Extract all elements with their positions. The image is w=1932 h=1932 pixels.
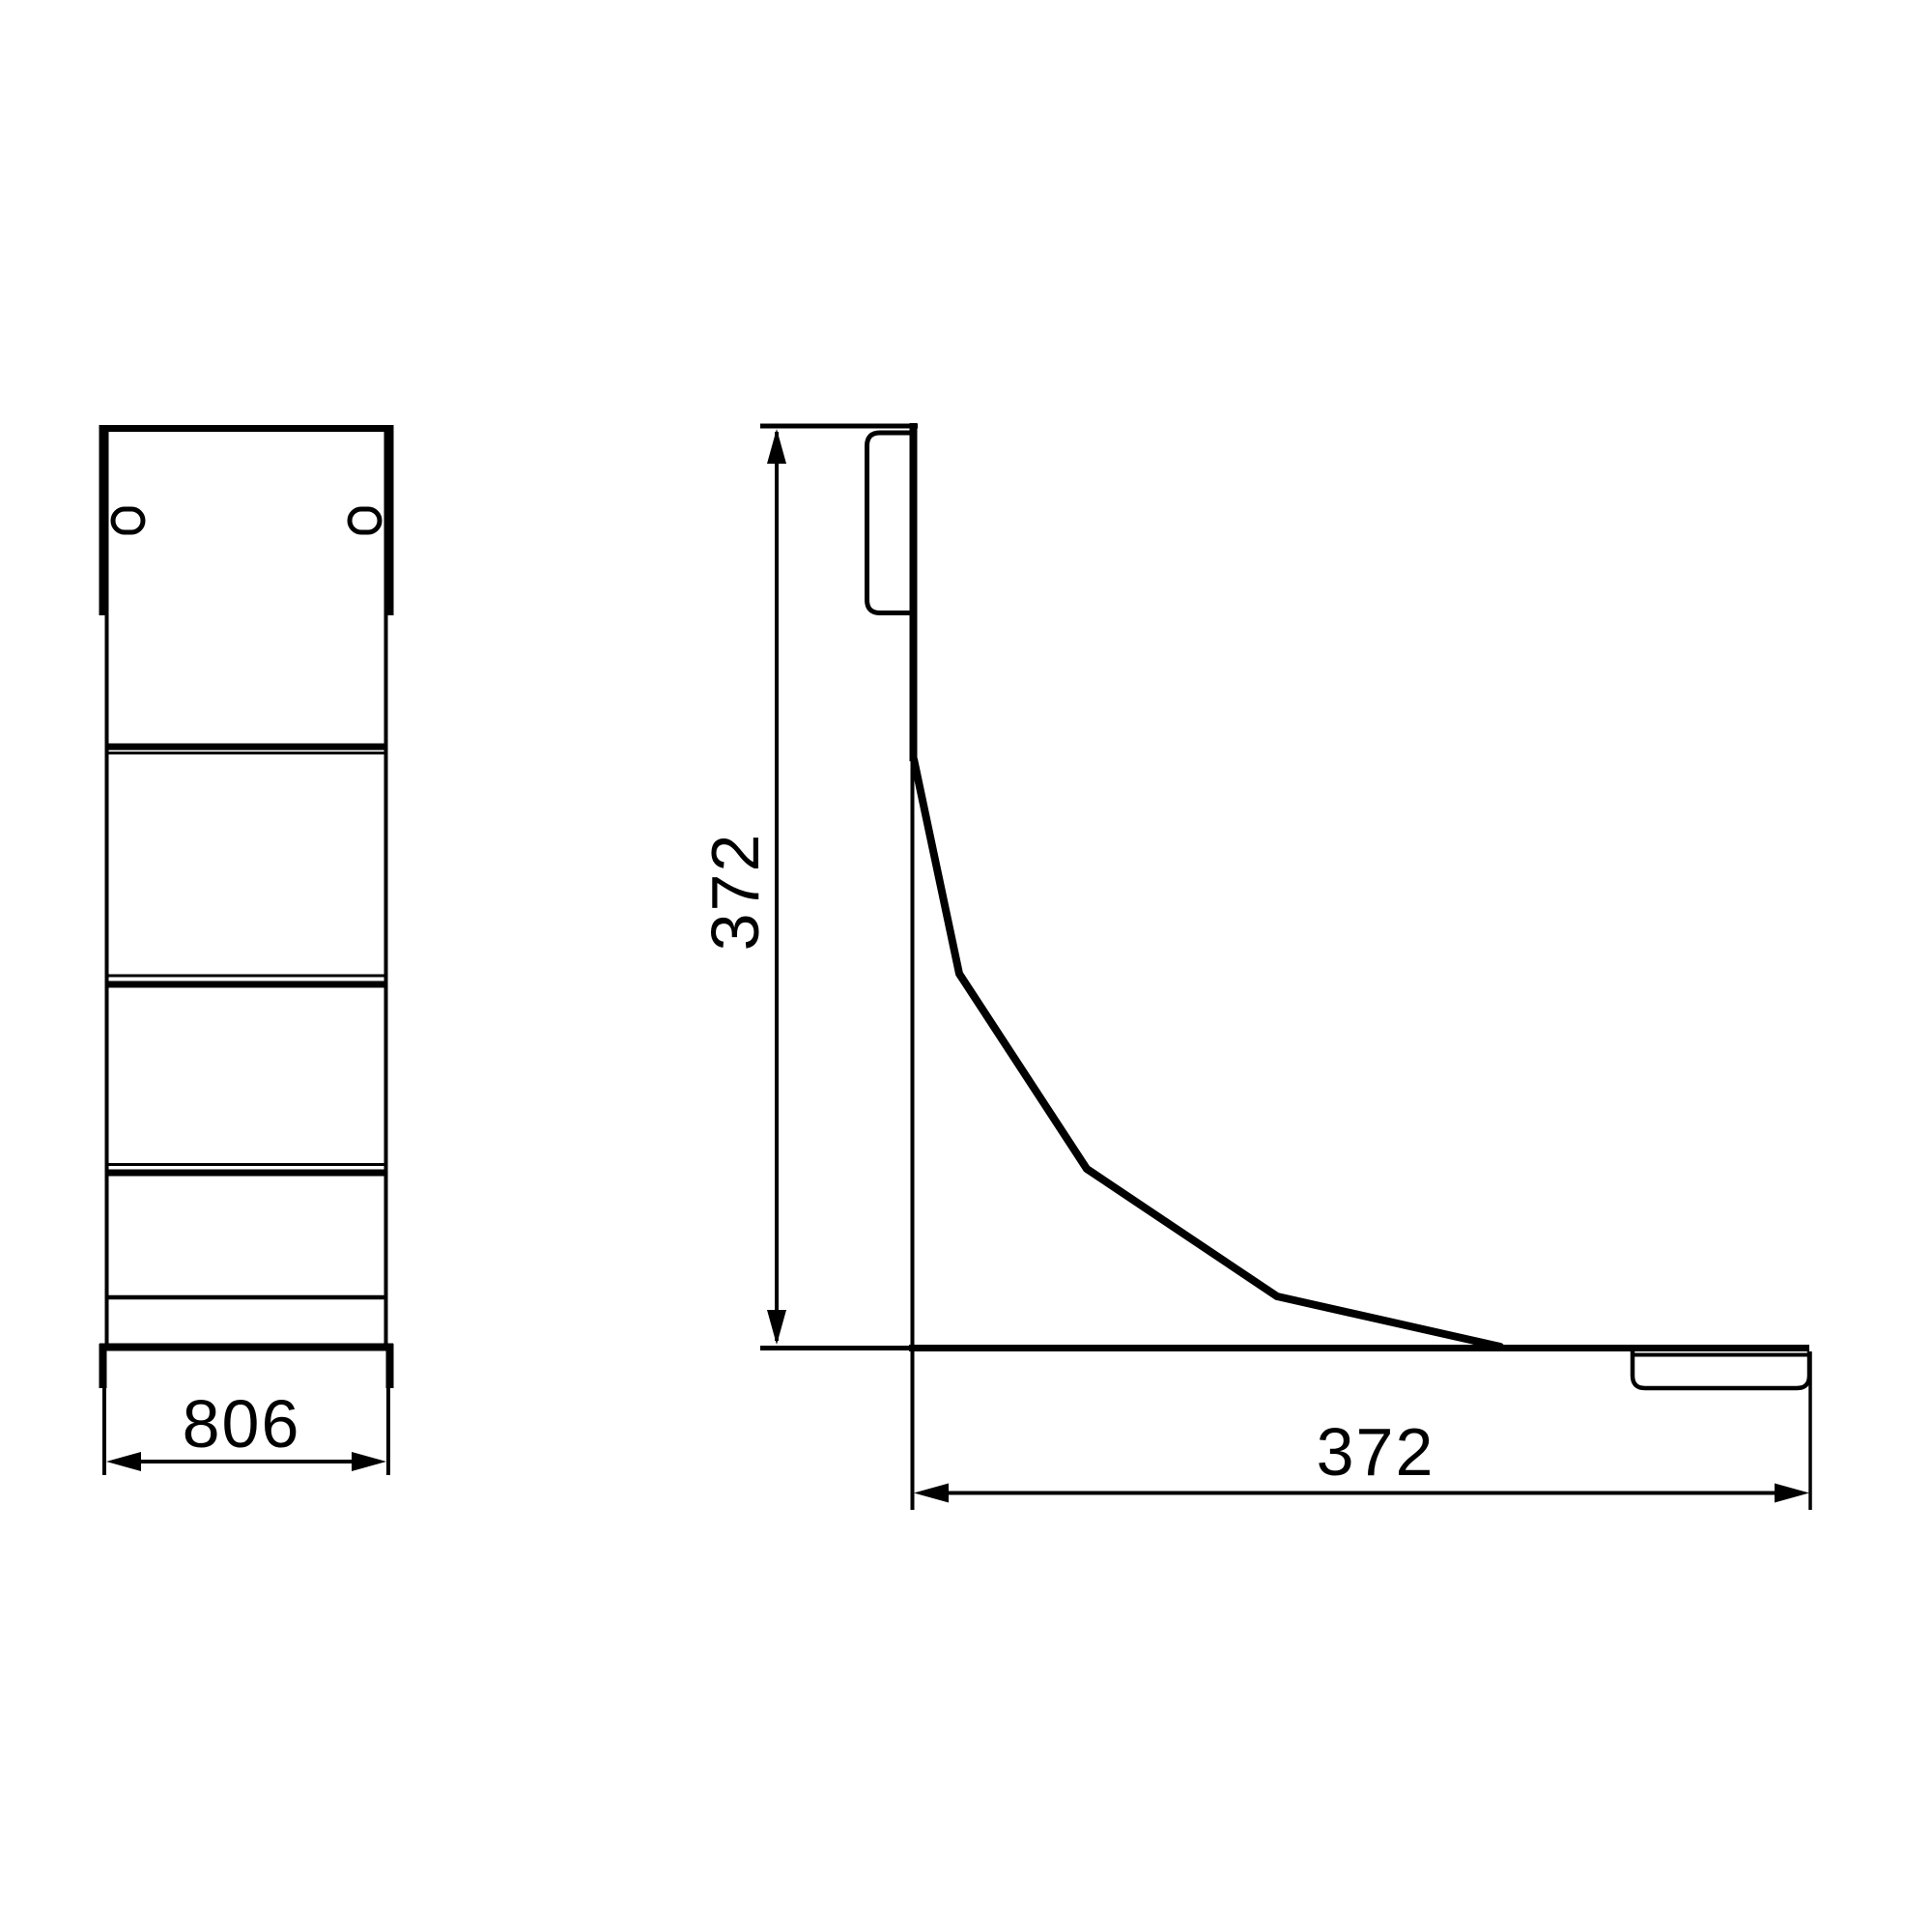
side-height-dimension-label: 372 — [697, 833, 773, 952]
dimension-side-height: 372 — [697, 429, 786, 1345]
side-view — [760, 423, 1812, 1510]
side-bottom-flange — [1630, 1351, 1812, 1391]
side-depth-dimension-label: 372 — [1317, 1414, 1435, 1490]
side-top-flange — [865, 430, 911, 615]
side-height-arrow-bottom-icon — [767, 1310, 786, 1345]
side-depth-arrow-right-icon — [1775, 1483, 1809, 1503]
front-view — [99, 425, 394, 1388]
mounting-slot-right — [347, 506, 383, 535]
mounting-slot-left — [110, 506, 146, 535]
side-gusset-profile — [910, 755, 1504, 1350]
front-width-dimension-label: 806 — [183, 1386, 301, 1462]
dimension-front-width: 806 — [102, 1386, 390, 1475]
side-depth-arrow-left-icon — [914, 1483, 949, 1503]
front-width-arrow-right-icon — [352, 1452, 386, 1471]
front-width-arrow-left-icon — [106, 1452, 141, 1471]
side-height-arrow-top-icon — [767, 429, 786, 464]
dimension-side-depth: 372 — [914, 1351, 1812, 1510]
